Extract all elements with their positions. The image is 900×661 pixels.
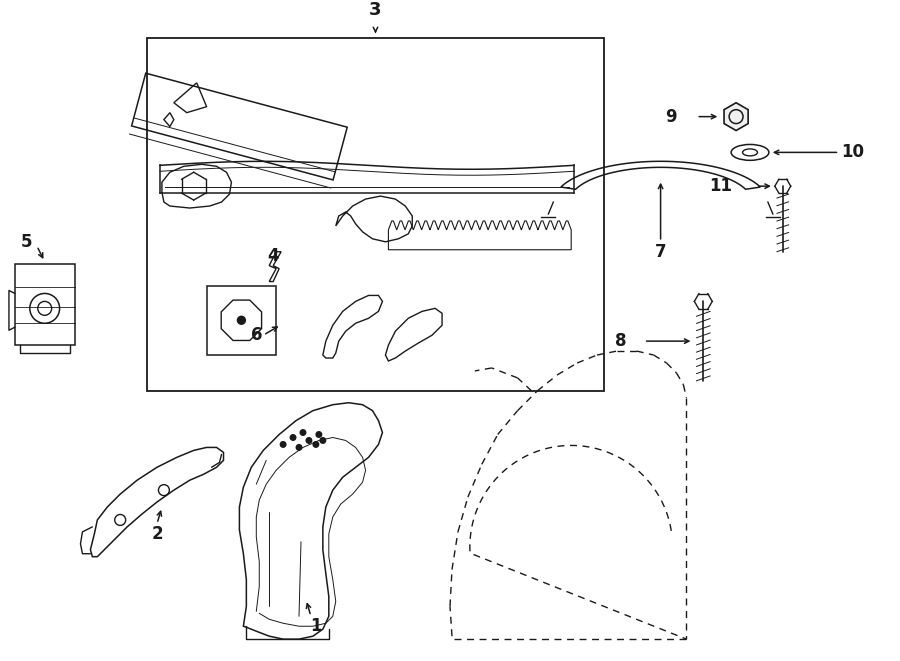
Circle shape	[296, 445, 302, 450]
Circle shape	[316, 432, 321, 438]
Circle shape	[313, 442, 319, 447]
Text: 1: 1	[310, 617, 321, 635]
Text: 11: 11	[708, 177, 732, 195]
Bar	[15, 264, 75, 345]
Circle shape	[301, 430, 306, 436]
Polygon shape	[724, 102, 748, 130]
Text: 6: 6	[250, 326, 262, 344]
Circle shape	[320, 438, 326, 444]
Text: 4: 4	[267, 247, 279, 264]
Text: 3: 3	[369, 1, 382, 19]
Circle shape	[291, 435, 296, 440]
Bar	[207, 286, 276, 355]
Circle shape	[280, 442, 286, 447]
Text: 7: 7	[655, 243, 666, 260]
Text: 8: 8	[615, 332, 626, 350]
Bar	[147, 38, 604, 391]
Text: 2: 2	[151, 525, 163, 543]
Text: 9: 9	[665, 108, 676, 126]
Circle shape	[306, 438, 311, 444]
Text: 10: 10	[841, 143, 864, 161]
Circle shape	[238, 317, 246, 325]
Text: 5: 5	[21, 233, 32, 251]
